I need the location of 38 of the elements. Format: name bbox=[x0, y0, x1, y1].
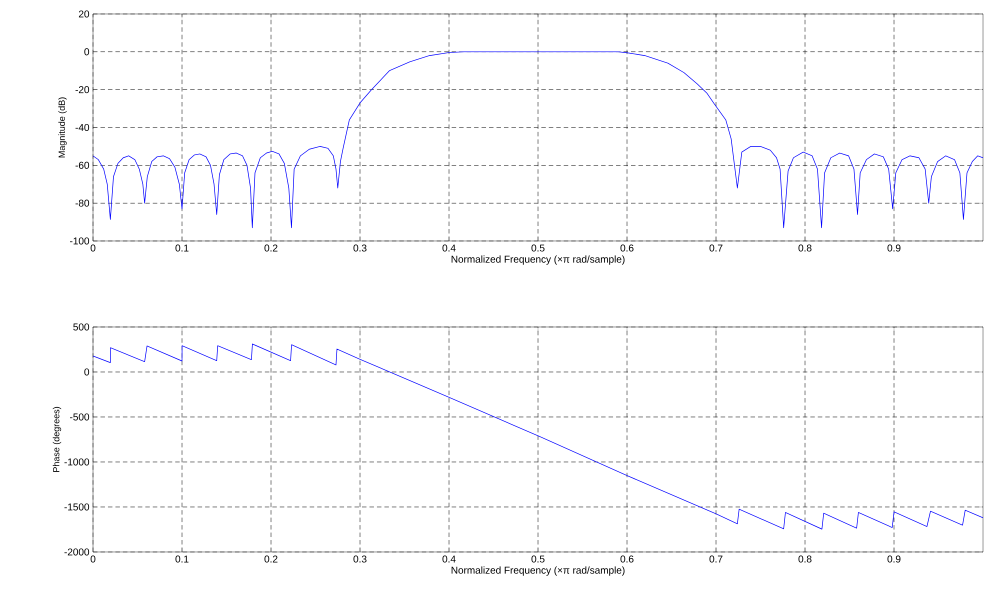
x-tick-label: 0 bbox=[90, 556, 96, 563]
y-tick-label: -1500 bbox=[64, 503, 90, 511]
y-tick-label: 500 bbox=[73, 323, 90, 331]
x-axis-title: Normalized Frequency (×π rad/sample) bbox=[452, 255, 625, 265]
x-tick-label: 0.6 bbox=[620, 556, 634, 563]
x-tick-label: 0.6 bbox=[620, 244, 634, 252]
x-tick-label: 0 bbox=[90, 244, 96, 252]
x-tick-label: 0.4 bbox=[442, 244, 456, 252]
x-tick-label: 0.7 bbox=[709, 244, 722, 252]
y-tick-label: -40 bbox=[76, 124, 90, 132]
y-tick-label: -2000 bbox=[64, 548, 90, 556]
x-tick-label: 0.5 bbox=[531, 244, 545, 252]
y-tick-label: -1000 bbox=[64, 458, 90, 466]
x-tick-label: 0.3 bbox=[353, 244, 366, 252]
x-tick-label: 0.9 bbox=[887, 556, 900, 563]
y-tick-label: -500 bbox=[70, 413, 90, 421]
y-tick-label: -20 bbox=[76, 86, 90, 94]
y-axis-title: Magnitude (dB) bbox=[58, 97, 67, 158]
y-tick-label: 0 bbox=[84, 368, 90, 376]
x-tick-label: 0.2 bbox=[264, 244, 278, 252]
x-tick-label: 0.9 bbox=[887, 244, 900, 252]
y-tick-label: -80 bbox=[76, 200, 90, 207]
x-tick-label: 0.8 bbox=[798, 244, 812, 252]
x-tick-label: 0.1 bbox=[175, 556, 188, 563]
y-tick-label: -60 bbox=[76, 162, 90, 169]
line-series bbox=[93, 344, 984, 530]
x-tick-label: 0.4 bbox=[442, 556, 456, 563]
x-tick-label: 0.8 bbox=[798, 556, 812, 563]
x-tick-label: 0.2 bbox=[264, 556, 278, 563]
x-axis-title: Normalized Frequency (×π rad/sample) bbox=[452, 566, 625, 576]
x-tick-label: 0.7 bbox=[709, 556, 722, 563]
x-tick-label: 0.5 bbox=[531, 556, 545, 563]
y-axis-title: Phase (degrees) bbox=[52, 406, 62, 472]
y-tick-label: -100 bbox=[70, 237, 90, 245]
y-tick-label: 20 bbox=[78, 10, 90, 18]
x-tick-label: 0.3 bbox=[353, 556, 367, 563]
y-tick-label: 0 bbox=[84, 48, 90, 56]
x-tick-label: 0.1 bbox=[175, 244, 188, 252]
